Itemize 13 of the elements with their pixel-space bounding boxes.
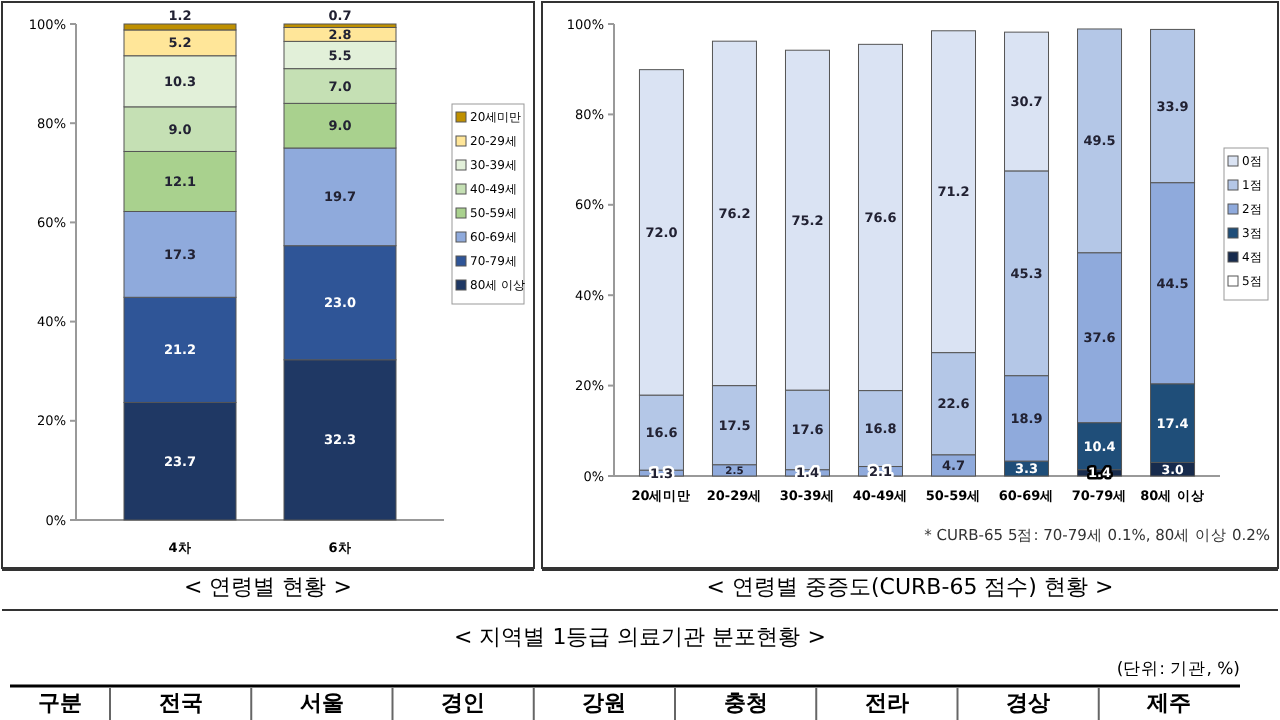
- text: (단위: 기관, %): [1116, 660, 1240, 680]
- category-label: 경인: [441, 690, 486, 716]
- category-label: 전라: [864, 690, 909, 716]
- text: < 연령별 현황 >: [184, 574, 352, 600]
- category-label: 경상: [1006, 690, 1051, 716]
- category-label: 전국: [158, 690, 203, 716]
- text: < 지역별 1등급 의료기관 분포현황 >: [454, 624, 826, 650]
- category-label: 충청: [723, 690, 768, 716]
- category-label: 강원: [582, 690, 627, 716]
- category-label: 구분: [38, 690, 82, 716]
- category-label: 제주: [1145, 690, 1192, 716]
- text: < 연령별 중증도(CURB-65 점수) 현황 >: [706, 574, 1114, 600]
- category-label: 서울: [299, 690, 344, 716]
